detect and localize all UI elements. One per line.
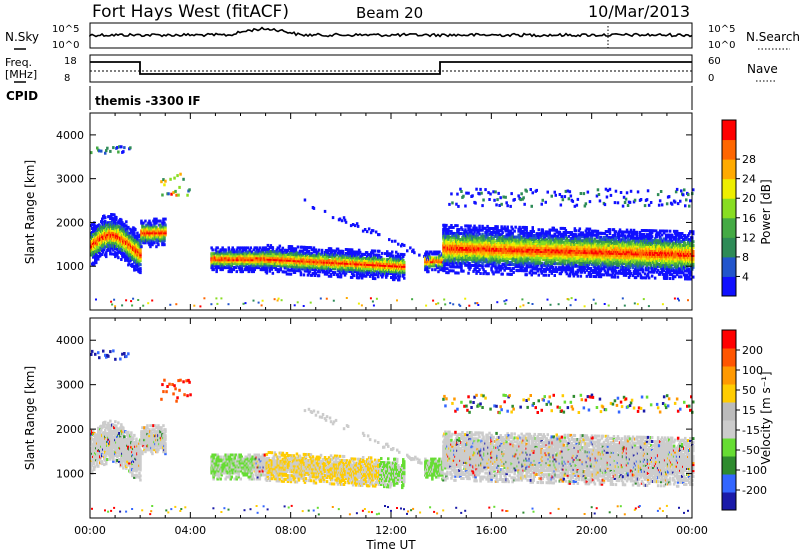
y-tick-label: 1000 (56, 468, 84, 481)
nsky-tick-bottom: 10^0 (52, 40, 79, 51)
x-tick-label: 00:00 (74, 524, 106, 537)
nsearch-tick-top: 10^5 (708, 24, 735, 35)
x-tick-label: 00:00 (676, 524, 708, 537)
colorbar-tick-label: -50 (742, 444, 760, 457)
y-tick-label: 1000 (56, 260, 84, 273)
velocity-panel: 1000 2000 3000 4000 00:00 04:00 08:00 12:00 16:… (23, 318, 773, 537)
cpid-mode: themis -3300 IF (95, 94, 201, 108)
velocity-scatter (90, 349, 695, 515)
x-tick-label: 16:00 (475, 524, 507, 537)
nave-label: Nave (747, 62, 778, 76)
x-tick-label: 08:00 (275, 524, 307, 537)
power-scatter (90, 145, 695, 307)
x-tick-label: 20:00 (576, 524, 608, 537)
y-tick-label: 2000 (56, 216, 84, 229)
beam-title: Beam 20 (356, 4, 423, 22)
station-title: Fort Hays West (fitACF) (92, 2, 289, 22)
y-tick-label: 2000 (56, 423, 84, 436)
colorbar-tick-label: 24 (742, 173, 756, 186)
y-tick-label: 4000 (56, 334, 84, 347)
nave-tick-top: 60 (708, 56, 721, 67)
cpid-panel: CPID themis -3300 IF (6, 86, 692, 110)
power-colorbar-label: Power [dB] (759, 179, 773, 244)
power-y-axis-label: Slant Range [km] (23, 160, 37, 264)
x-axis-label: Time UT (365, 538, 416, 552)
velocity-colorbar-label: Velocity [m s⁻¹] (759, 371, 773, 464)
colorbar-tick-label: 12 (742, 231, 756, 244)
power-colorbar: 4 8 12 16 20 24 28 (722, 120, 756, 297)
freq-tick-top: 18 (64, 56, 77, 67)
freq-unit-label: [MHz] (5, 68, 37, 81)
colorbar-tick-label: 20 (742, 192, 756, 205)
power-x-ticks (90, 113, 692, 310)
velocity-x-ticks: 00:00 04:00 08:00 12:00 16:00 20:00 00:00 (74, 318, 708, 537)
colorbar-tick-label: 15 (742, 404, 756, 417)
colorbar-tick-label: -15 (742, 424, 760, 437)
colorbar-tick-label: 16 (742, 212, 756, 225)
nsearch-label: N.Search (746, 30, 800, 44)
colorbar-tick-label: 8 (742, 251, 749, 264)
freq-line (90, 62, 692, 74)
y-tick-label: 3000 (56, 379, 84, 392)
nave-tick-bottom: 0 (708, 73, 714, 84)
cpid-label: CPID (6, 89, 38, 103)
x-tick-label: 12:00 (375, 524, 407, 537)
x-tick-label: 04:00 (174, 524, 206, 537)
nsky-line (90, 28, 692, 37)
nsky-nsearch-panel: N.Sky 10^5 10^0 10^5 10^0 N.Search (5, 23, 800, 51)
nsky-tick-top: 10^5 (52, 24, 79, 35)
power-frame (90, 113, 692, 310)
power-panel: 1000 2000 3000 4000 Slant Range [km] 4 8 12 16… (23, 113, 773, 310)
velocity-y-axis-label: Slant Range [km] (23, 366, 37, 470)
colorbar-tick-label: 200 (742, 344, 763, 357)
colorbar-tick-label: -200 (742, 484, 767, 497)
freq-nave-panel: Freq. [MHz] 18 8 60 0 Nave (5, 55, 778, 84)
colorbar-tick-label: 50 (742, 384, 756, 397)
nsky-label: N.Sky (5, 30, 39, 44)
colorbar-tick-label: 4 (742, 270, 749, 283)
date-title: 10/Mar/2013 (588, 2, 690, 21)
colorbar-tick-label: -100 (742, 464, 767, 477)
freq-tick-bottom: 8 (64, 73, 70, 84)
y-tick-label: 3000 (56, 173, 84, 186)
nsearch-tick-bottom: 10^0 (708, 40, 735, 51)
y-tick-label: 4000 (56, 129, 84, 142)
radar-summary-plot: Fort Hays West (fitACF) Beam 20 10/Mar/2… (0, 0, 800, 554)
colorbar-tick-label: 28 (742, 153, 756, 166)
